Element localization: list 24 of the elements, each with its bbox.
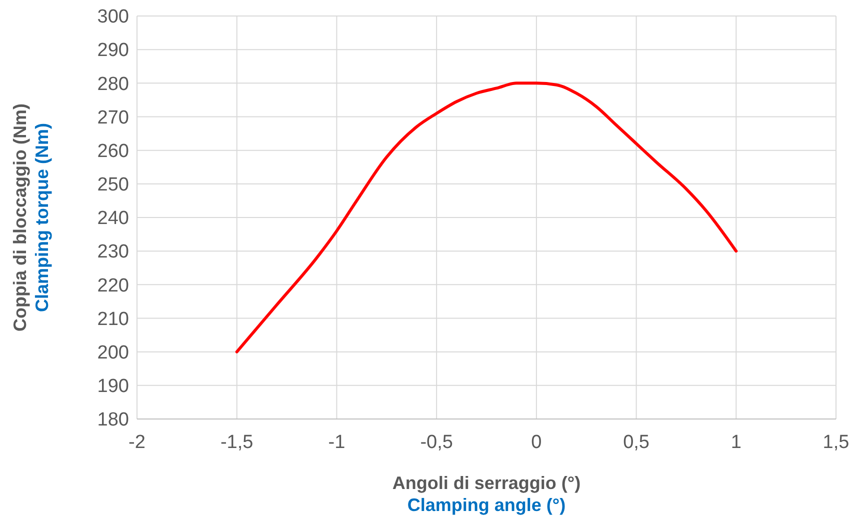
x-tick-label: -1,5 bbox=[220, 432, 254, 453]
y-tick-label: 230 bbox=[97, 242, 129, 263]
y-tick-label: 260 bbox=[97, 140, 129, 162]
y-tick-label: 280 bbox=[97, 74, 129, 95]
y-tick-label: 250 bbox=[97, 174, 129, 196]
line-series bbox=[235, 82, 738, 354]
x-tick-label: 0 bbox=[531, 432, 542, 453]
y-axis-title: Coppia di bloccaggio (Nm) Clamping torque (Nm) bbox=[10, 103, 52, 332]
y-tick-label: 190 bbox=[97, 376, 129, 398]
x-tick-label: 0,5 bbox=[623, 432, 650, 453]
y-tick-label: 200 bbox=[97, 342, 129, 364]
x-tick-label: 1,5 bbox=[822, 432, 850, 453]
x-tick-label: -2 bbox=[128, 432, 146, 453]
x-tick-label: 1 bbox=[730, 432, 742, 453]
y-tick-label: 210 bbox=[97, 308, 129, 330]
y-tick-label: 240 bbox=[97, 208, 129, 230]
x-tick-label: -1 bbox=[328, 432, 346, 453]
x-tick-label: -0,5 bbox=[420, 432, 453, 453]
y-tick-label: 220 bbox=[97, 275, 129, 296]
x-axis-title: Angoli di serraggio (°) Clamping angle (°) bbox=[392, 473, 581, 515]
y-tick-label: 290 bbox=[97, 40, 129, 62]
y-tick-label: 180 bbox=[97, 410, 129, 431]
y-tick-label: 300 bbox=[97, 6, 129, 28]
y-tick-label: 270 bbox=[97, 107, 129, 128]
